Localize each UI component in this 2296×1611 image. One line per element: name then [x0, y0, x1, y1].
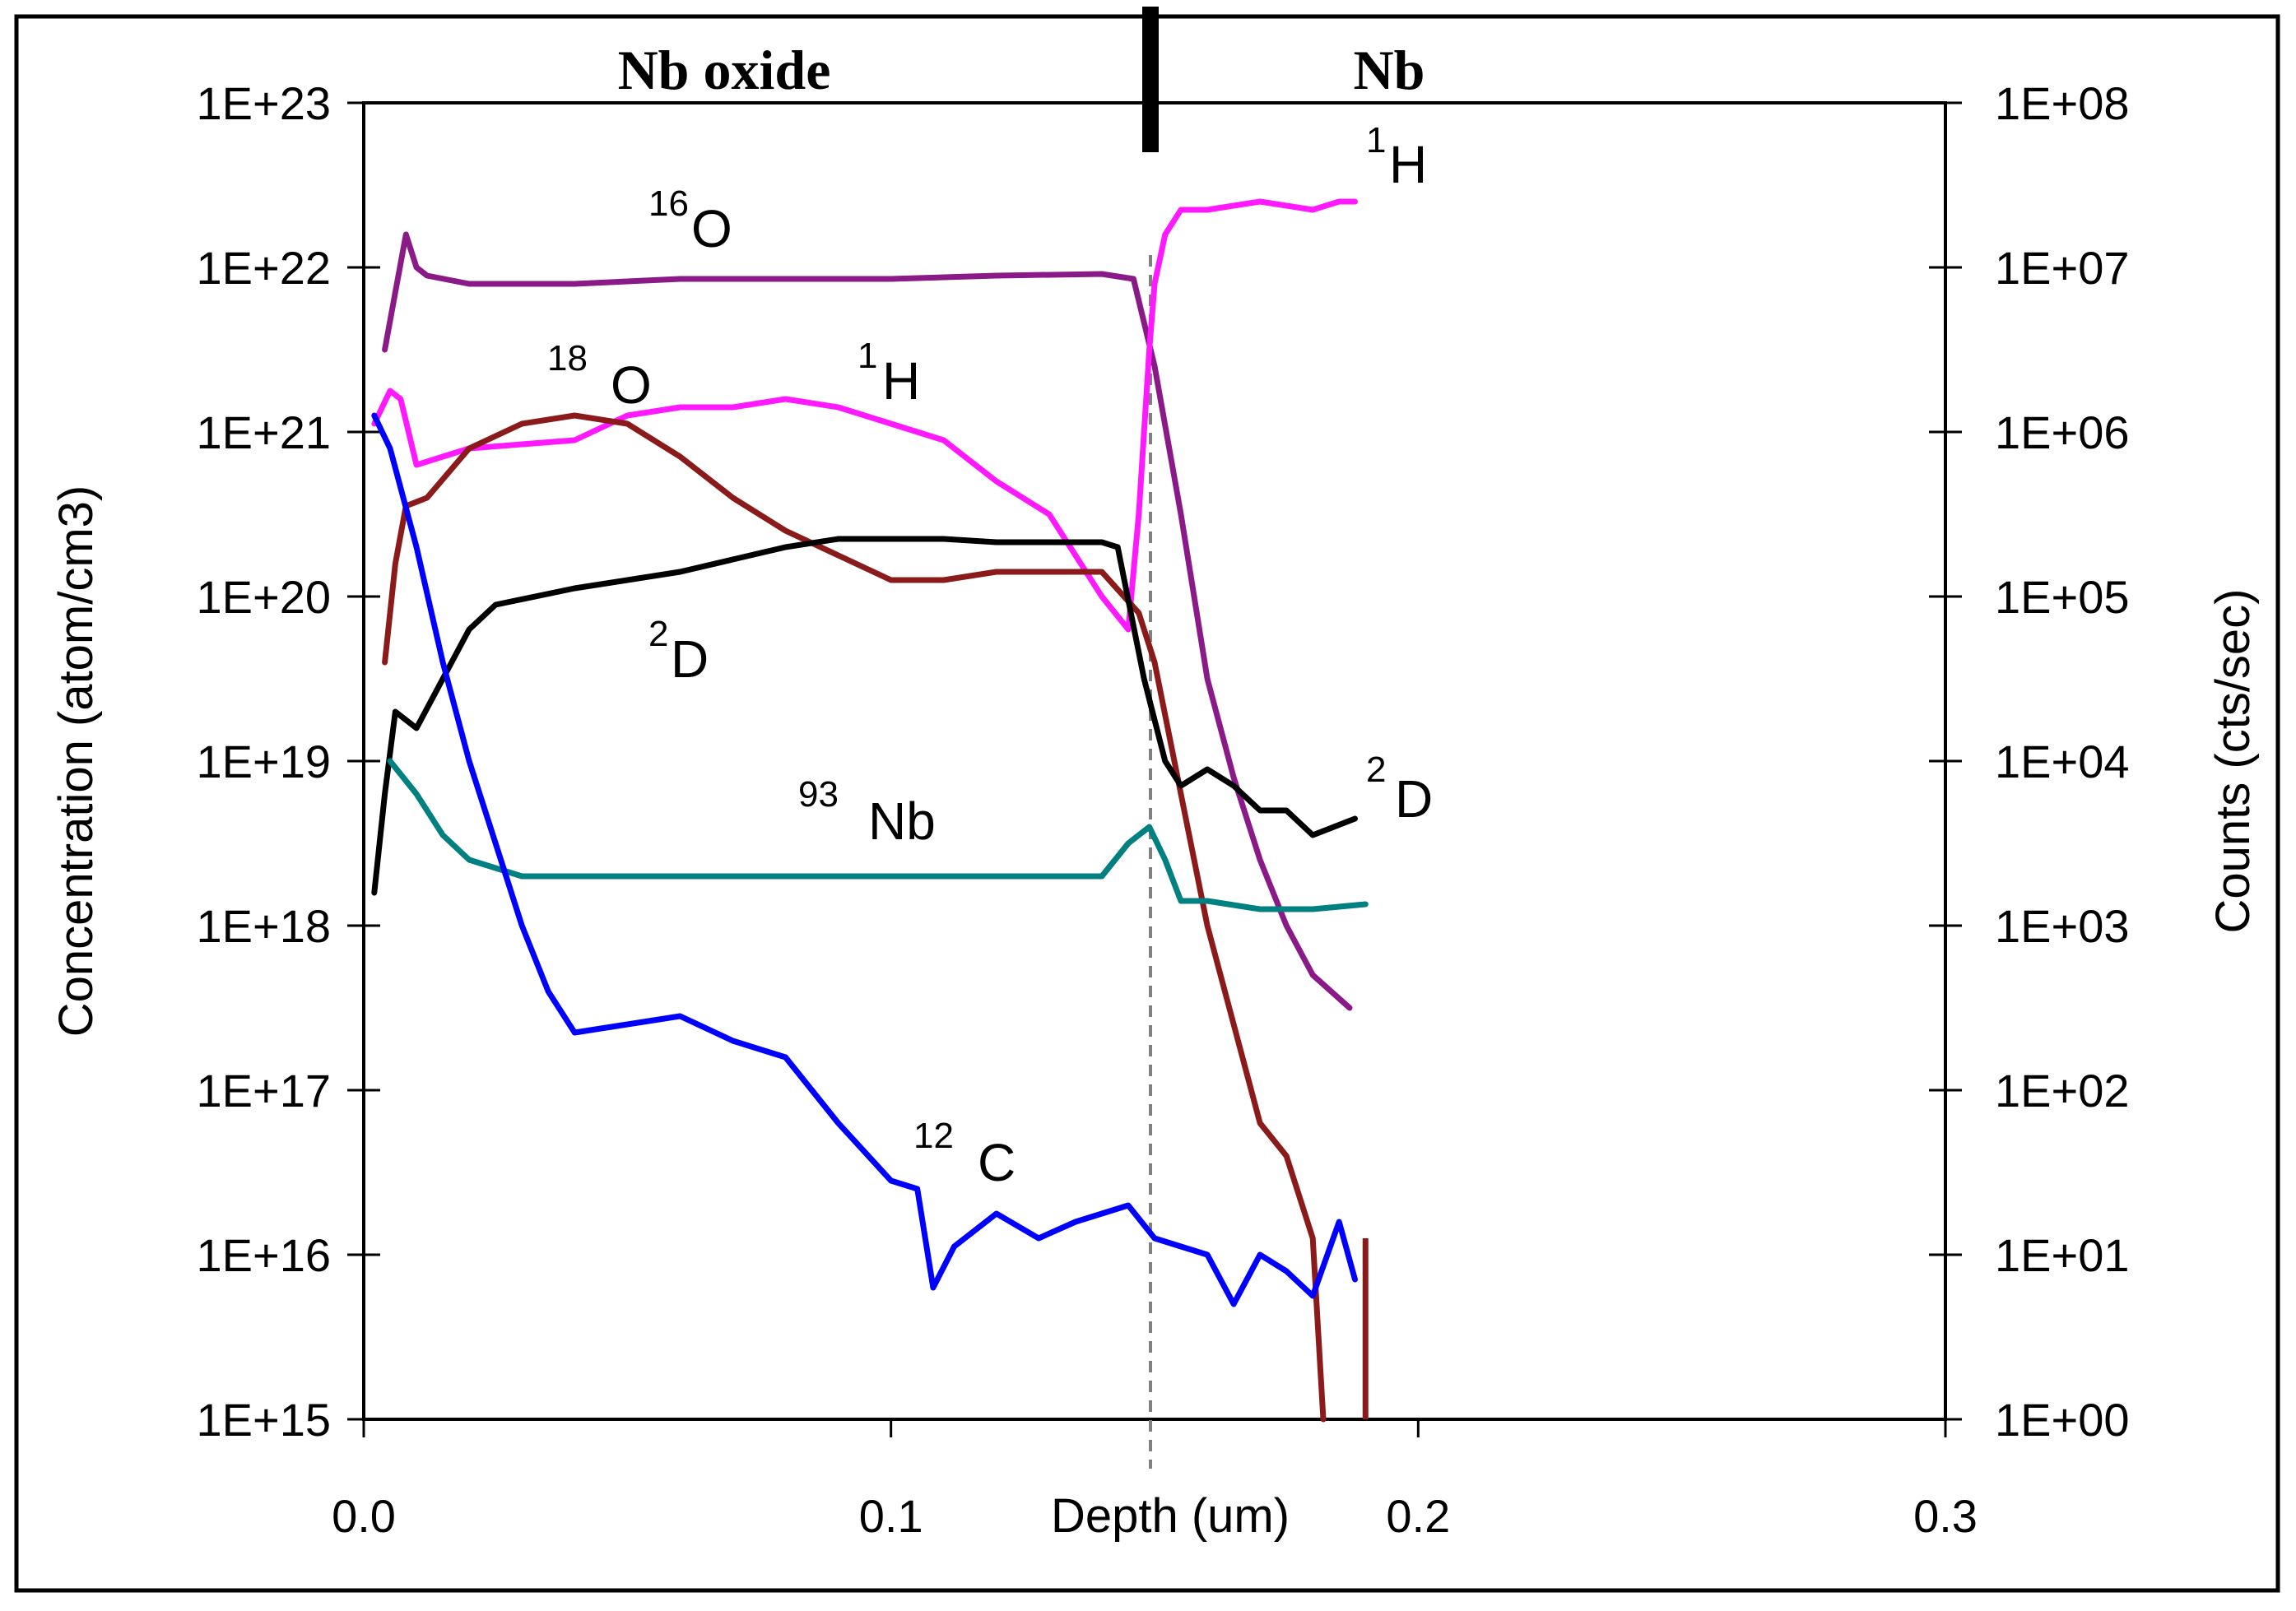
series-label-2D-nb: 2 D [1366, 750, 1433, 829]
region-label-nb: Nb [1354, 39, 1425, 101]
y-tick-label: 1E+17 [197, 1065, 332, 1117]
plot-area [362, 101, 1947, 1421]
y2-tick-label: 1E+06 [1995, 406, 2130, 458]
series-label-1H-nb-sup: 1 [1366, 120, 1386, 160]
y2-tick-label: 1E+04 [1995, 736, 2130, 787]
series-label-16O: 16 O [648, 183, 732, 258]
y-tick-label: 1E+21 [197, 406, 332, 458]
axis-ticks [347, 101, 1962, 1437]
y2-tick-label: 1E+00 [1995, 1394, 2130, 1446]
axis-tick-labels: 1E+15 1E+00 1E+16 1E+01 1E+17 1E+02 1E+18 1E+03… [197, 77, 2130, 1542]
x-tick-label: 0.1 [859, 1490, 923, 1542]
y-tick-label: 1E+15 [197, 1394, 332, 1446]
region-label-nb-oxide: Nb oxide [618, 39, 831, 101]
series-label-16O-sup: 16 [648, 183, 689, 224]
series-label-2D-oxide-main: D [671, 629, 709, 689]
y-tick-label: 1E+20 [197, 571, 332, 623]
x-tick-label: 0.0 [332, 1490, 396, 1542]
y2-tick-label: 1E+07 [1995, 242, 2130, 294]
series-label-18O: 18 O [547, 338, 652, 415]
series-label-93Nb-main: Nb [868, 792, 936, 851]
y-tick-label: 1E+23 [197, 77, 332, 129]
y2-axis-title: Counts (cts/sec) [2206, 589, 2260, 934]
x-tick-label: 0.3 [1913, 1490, 1978, 1542]
y-tick-label: 1E+16 [197, 1229, 332, 1281]
y-tick-label: 1E+19 [197, 736, 332, 787]
y2-tick-label: 1E+03 [1995, 900, 2130, 952]
series-label-12C-main: C [978, 1133, 1016, 1192]
series-label-1H-oxide-sup: 1 [858, 336, 877, 376]
series-line-93Nb [387, 758, 1369, 912]
y2-tick-label: 1E+01 [1995, 1229, 2130, 1281]
y-axis-title: Concentration (atom/cm3) [49, 485, 103, 1037]
series-line-16O [382, 231, 1353, 1011]
series-label-93Nb-sup: 93 [798, 774, 839, 815]
series-label-93Nb: 93 Nb [798, 774, 936, 851]
y2-tick-label: 1E+08 [1995, 77, 2130, 129]
series-label-12C: 12 C [913, 1116, 1016, 1192]
series-label-1H-nb-main: H [1389, 135, 1427, 194]
series-label-2D-oxide-sup: 2 [648, 614, 668, 654]
x-axis-title: Depth (um) [1051, 1489, 1290, 1543]
series-line-12C [371, 412, 1358, 1307]
y2-tick-label: 1E+02 [1995, 1065, 2130, 1117]
series-label-1H-oxide: 1 H [858, 336, 920, 411]
x-tick-label: 0.2 [1386, 1490, 1450, 1542]
series-label-16O-main: O [691, 199, 732, 258]
series-label-12C-sup: 12 [913, 1116, 954, 1156]
series-line-18O [382, 412, 1327, 1423]
series-label-2D-oxide: 2 D [648, 614, 709, 689]
y-tick-label: 1E+18 [197, 900, 332, 952]
series-label-2D-nb-main: D [1395, 769, 1433, 829]
series-label-1H-nb: 1 H [1366, 120, 1427, 194]
series-line-1H [371, 198, 1358, 633]
series-label-18O-main: O [611, 355, 652, 415]
y-tick-label: 1E+22 [197, 242, 332, 294]
series-label-1H-oxide-main: H [882, 351, 920, 411]
series-lines [371, 198, 1369, 1423]
series-label-2D-nb-sup: 2 [1366, 750, 1386, 790]
y2-tick-label: 1E+05 [1995, 571, 2130, 623]
series-label-18O-sup: 18 [547, 338, 588, 378]
